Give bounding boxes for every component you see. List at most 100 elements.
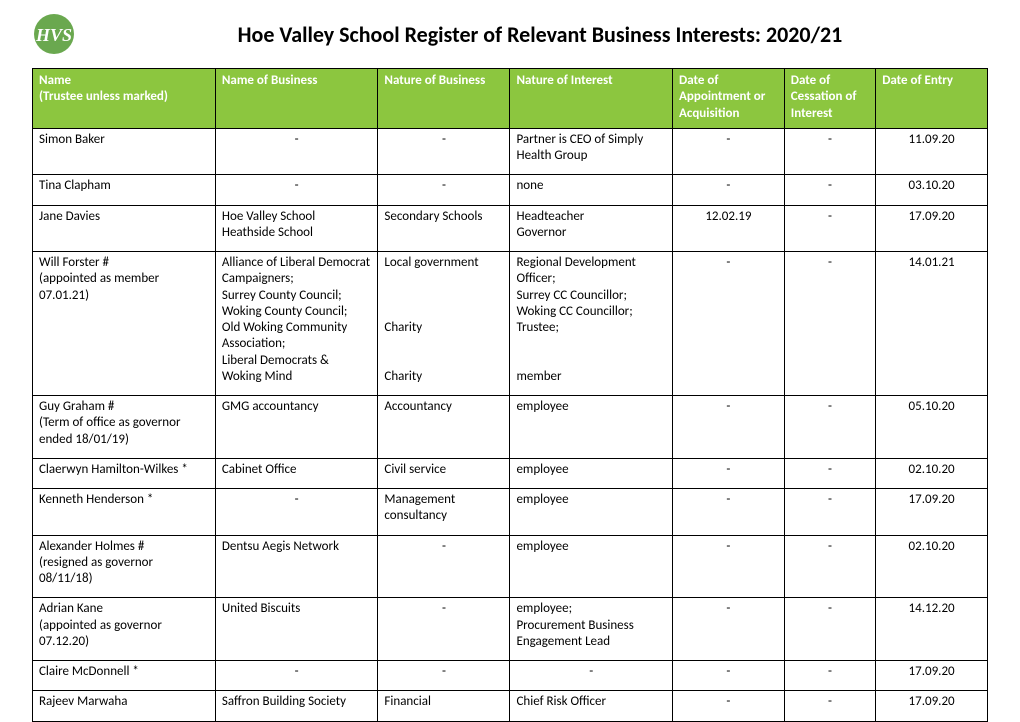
table-row: Claire McDonnell *-----17.09.20 [33, 661, 988, 691]
document-page: HVS Hoe Valley School Register of Releva… [0, 0, 1020, 721]
table-cell: - [784, 661, 875, 691]
table-cell: 14.01.21 [876, 252, 988, 396]
table-row: Tina Clapham--none--03.10.20 [33, 175, 988, 205]
table-cell: United Biscuits [215, 598, 378, 661]
table-row: Jane DaviesHoe Valley SchoolHeathside Sc… [33, 205, 988, 252]
table-cell: none [510, 175, 673, 205]
table-cell: - [673, 661, 785, 691]
table-cell: - [378, 598, 510, 661]
page-title: Hoe Valley School Register of Relevant B… [92, 21, 988, 48]
table-cell: Claerwyn Hamilton-Wilkes * [33, 458, 216, 488]
table-row: Claerwyn Hamilton-Wilkes *Cabinet Office… [33, 458, 988, 488]
table-cell: - [215, 489, 378, 536]
table-cell: - [673, 489, 785, 536]
table-cell: Hoe Valley SchoolHeathside School [215, 205, 378, 252]
table-cell: - [784, 535, 875, 598]
table-cell: - [673, 598, 785, 661]
svg-text:HVS: HVS [35, 25, 72, 45]
table-cell: - [510, 661, 673, 691]
col-name: Name(Trustee unless marked) [33, 69, 216, 129]
col-nature: Nature of Business [378, 69, 510, 129]
col-business: Name of Business [215, 69, 378, 129]
table-cell: Simon Baker [33, 128, 216, 175]
table-cell: - [673, 458, 785, 488]
table-cell: Will Forster #(appointed as member 07.01… [33, 252, 216, 396]
table-row: Alexander Holmes #(resigned as governor … [33, 535, 988, 598]
table-cell: Claire McDonnell * [33, 661, 216, 691]
table-cell: 14.12.20 [876, 598, 988, 661]
table-cell: 12.02.19 [673, 205, 785, 252]
table-cell: Guy Graham #(Term of office as governor … [33, 396, 216, 459]
table-cell: - [673, 691, 785, 721]
table-cell: - [673, 396, 785, 459]
register-table: Name(Trustee unless marked) Name of Busi… [32, 68, 988, 722]
table-cell: Dentsu Aegis Network [215, 535, 378, 598]
header-row: HVS Hoe Valley School Register of Releva… [32, 12, 988, 56]
table-row: Guy Graham #(Term of office as governor … [33, 396, 988, 459]
table-row: Adrian Kane(appointed as governor 07.12.… [33, 598, 988, 661]
table-cell: Partner is CEO of Simply Health Group [510, 128, 673, 175]
table-cell: Cabinet Office [215, 458, 378, 488]
table-cell: Adrian Kane(appointed as governor 07.12.… [33, 598, 216, 661]
table-cell: Regional Development Officer;Surrey CC C… [510, 252, 673, 396]
table-cell: Alliance of Liberal Democrat Campaigners… [215, 252, 378, 396]
table-cell: 02.10.20 [876, 458, 988, 488]
table-cell: - [673, 252, 785, 396]
table-cell: - [784, 458, 875, 488]
table-cell: - [673, 175, 785, 205]
col-entry: Date of Entry [876, 69, 988, 129]
table-cell: - [378, 128, 510, 175]
table-cell: - [784, 598, 875, 661]
table-cell: Jane Davies [33, 205, 216, 252]
table-cell: 03.10.20 [876, 175, 988, 205]
table-cell: employee [510, 396, 673, 459]
table-cell: - [215, 175, 378, 205]
table-cell: Rajeev Marwaha [33, 691, 216, 721]
table-cell: Kenneth Henderson * [33, 489, 216, 536]
table-cell: - [784, 396, 875, 459]
table-cell: Chief Risk Officer [510, 691, 673, 721]
table-cell: - [378, 175, 510, 205]
table-cell: 17.09.20 [876, 489, 988, 536]
table-cell: Secondary Schools [378, 205, 510, 252]
col-interest: Nature of Interest [510, 69, 673, 129]
table-cell: 17.09.20 [876, 205, 988, 252]
table-cell: employee;Procurement Business Engagement… [510, 598, 673, 661]
table-cell: Civil service [378, 458, 510, 488]
col-appointment: Date of Appointment or Acquisition [673, 69, 785, 129]
table-cell: employee [510, 458, 673, 488]
table-row: Will Forster #(appointed as member 07.01… [33, 252, 988, 396]
table-cell: - [784, 128, 875, 175]
table-row: Kenneth Henderson *-Management consultan… [33, 489, 988, 536]
table-cell: - [784, 252, 875, 396]
col-cessation: Date of Cessation of Interest [784, 69, 875, 129]
table-cell: - [784, 175, 875, 205]
table-cell: Local governmentCharityCharity [378, 252, 510, 396]
table-header: Name(Trustee unless marked) Name of Busi… [33, 69, 988, 129]
table-cell: employee [510, 489, 673, 536]
table-cell: 02.10.20 [876, 535, 988, 598]
table-cell: 11.09.20 [876, 128, 988, 175]
table-cell: - [378, 661, 510, 691]
table-cell: - [784, 489, 875, 536]
table-cell: employee [510, 535, 673, 598]
table-cell: Alexander Holmes #(resigned as governor … [33, 535, 216, 598]
table-cell: Financial [378, 691, 510, 721]
table-cell: Accountancy [378, 396, 510, 459]
table-body: Simon Baker--Partner is CEO of Simply He… [33, 128, 988, 721]
table-row: Rajeev MarwahaSaffron Building SocietyFi… [33, 691, 988, 721]
table-cell: - [784, 691, 875, 721]
table-cell: - [784, 205, 875, 252]
table-cell: - [673, 535, 785, 598]
table-cell: Management consultancy [378, 489, 510, 536]
table-cell: GMG accountancy [215, 396, 378, 459]
table-cell: - [215, 128, 378, 175]
table-row: Simon Baker--Partner is CEO of Simply He… [33, 128, 988, 175]
table-cell: HeadteacherGovernor [510, 205, 673, 252]
table-cell: 17.09.20 [876, 691, 988, 721]
table-cell: - [215, 661, 378, 691]
table-cell: 05.10.20 [876, 396, 988, 459]
school-logo-icon: HVS [32, 12, 76, 56]
table-cell: Saffron Building Society [215, 691, 378, 721]
table-cell: - [673, 128, 785, 175]
